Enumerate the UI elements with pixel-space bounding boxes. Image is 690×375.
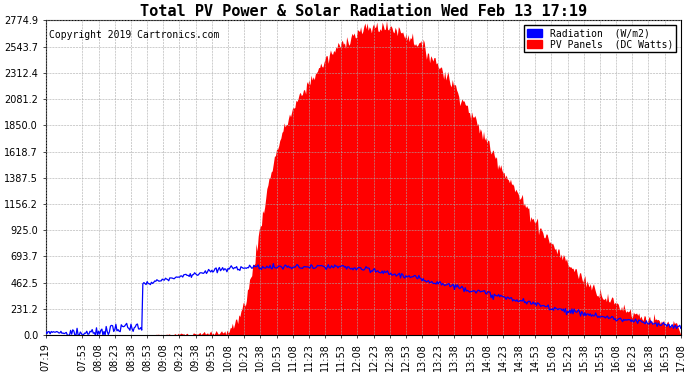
Text: Copyright 2019 Cartronics.com: Copyright 2019 Cartronics.com xyxy=(49,30,219,40)
Legend: Radiation  (W/m2), PV Panels  (DC Watts): Radiation (W/m2), PV Panels (DC Watts) xyxy=(524,25,676,52)
Title: Total PV Power & Solar Radiation Wed Feb 13 17:19: Total PV Power & Solar Radiation Wed Feb… xyxy=(140,4,587,19)
